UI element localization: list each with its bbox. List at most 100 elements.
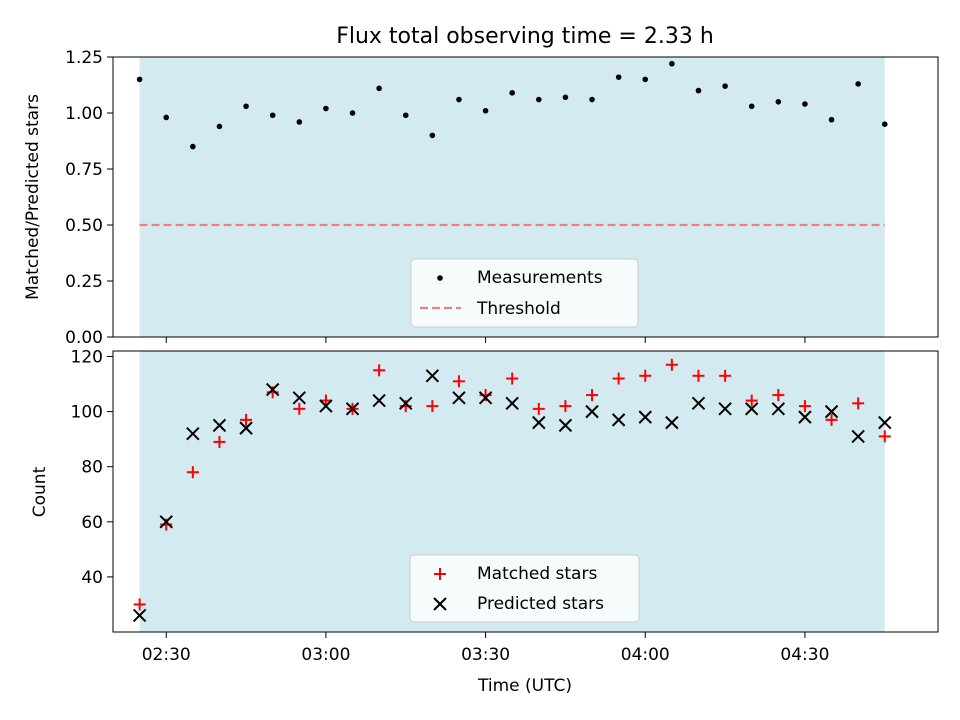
predicted-point xyxy=(638,410,652,424)
chart-title: Flux total observing time = 2.33 h xyxy=(336,24,714,49)
matched-point xyxy=(745,394,758,407)
predicted-point xyxy=(212,418,227,433)
x-axis-label: Time (UTC) xyxy=(477,676,572,696)
top-legend-box xyxy=(410,258,639,328)
legend-measurements-marker xyxy=(437,275,443,281)
predicted-point xyxy=(878,415,892,430)
matched-point xyxy=(186,466,199,479)
top-measurements-layer xyxy=(136,60,888,150)
measurement-point xyxy=(669,60,675,67)
predicted-point xyxy=(452,391,466,405)
predicted-point xyxy=(186,426,200,441)
measurement-point xyxy=(190,143,196,150)
predicted-point xyxy=(665,415,679,430)
measurement-point xyxy=(243,103,249,110)
top-y-tick-label: 1.00 xyxy=(65,104,103,124)
top-y-tick-label: 0.25 xyxy=(65,272,103,292)
matched-point xyxy=(665,358,678,371)
measurement-point xyxy=(456,96,462,103)
measurement-point xyxy=(802,101,808,107)
measurement-point xyxy=(589,96,595,103)
top-y-axis-label: Matched/Predicted stars xyxy=(23,94,43,300)
top-y-tick-label: 0.50 xyxy=(65,216,103,236)
matched-point xyxy=(825,413,838,426)
measurement-point xyxy=(269,112,276,119)
matched-point xyxy=(426,400,439,413)
bottom-predicted-layer xyxy=(132,369,892,623)
matched-point xyxy=(133,598,146,611)
bottom-y-tick-label: 100 xyxy=(71,403,103,423)
measurement-point xyxy=(536,96,542,103)
measurement-point xyxy=(615,74,622,80)
bottom-panel: 40 60 80 100 120 02:30 03:00 03:30 04:00 04:30 C… xyxy=(30,348,939,696)
measurement-point xyxy=(855,81,861,87)
legend-matched-marker xyxy=(434,568,446,580)
bottom-plot-frame xyxy=(112,350,939,633)
top-y-ticks: 0.00 0.25 0.50 0.75 1.00 1.25 xyxy=(65,48,113,348)
matched-point xyxy=(878,430,891,443)
matched-point xyxy=(452,375,465,388)
measurement-point xyxy=(722,83,728,89)
measurement-point xyxy=(216,123,223,130)
measurement-point xyxy=(376,85,382,92)
x-tick-label: 04:30 xyxy=(780,645,829,665)
matched-point xyxy=(612,372,625,385)
legend-predicted-label: Predicted stars xyxy=(477,594,604,614)
predicted-point xyxy=(718,402,732,416)
legend-threshold-label: Threshold xyxy=(476,299,561,319)
predicted-point xyxy=(585,404,599,419)
matched-point xyxy=(639,369,652,382)
matched-point xyxy=(798,400,811,413)
matched-point xyxy=(719,369,732,382)
matched-point xyxy=(373,364,386,377)
predicted-point xyxy=(505,396,519,411)
x-tick-label: 02:30 xyxy=(142,645,191,665)
measurement-point xyxy=(828,116,835,123)
bottom-legend: Matched stars Predicted stars xyxy=(409,554,640,623)
measurement-point xyxy=(163,114,170,121)
predicted-point xyxy=(399,396,413,411)
matched-point xyxy=(319,394,332,407)
measurement-point xyxy=(695,87,702,94)
matched-point xyxy=(506,372,519,385)
predicted-point xyxy=(851,429,865,444)
predicted-point xyxy=(558,418,573,433)
predicted-point xyxy=(691,396,706,411)
measurement-point xyxy=(482,107,489,114)
measurement-point xyxy=(136,76,143,83)
predicted-point xyxy=(745,402,759,416)
measurement-point xyxy=(402,112,409,119)
top-plot-frame xyxy=(112,56,939,338)
predicted-point xyxy=(345,402,360,416)
predicted-point xyxy=(824,404,839,419)
top-y-tick-label: 0.00 xyxy=(65,328,103,348)
matched-point xyxy=(586,389,599,402)
predicted-point xyxy=(265,382,280,397)
predicted-point xyxy=(611,413,626,427)
x-tick-label: 03:30 xyxy=(461,645,510,665)
bottom-y-tick-label: 40 xyxy=(81,568,103,588)
top-y-tick-label: 0.75 xyxy=(65,160,103,180)
measurement-point xyxy=(296,119,303,125)
legend-predicted-marker xyxy=(433,597,447,611)
top-panel: 0.00 0.25 0.50 0.75 1.00 1.25 Matched/Predict… xyxy=(23,48,939,348)
measurement-point xyxy=(775,99,782,105)
legend-matched-label: Matched stars xyxy=(477,564,597,584)
bottom-x-ticks: 02:30 03:00 03:30 04:00 04:30 xyxy=(142,632,829,665)
x-tick-label: 04:00 xyxy=(621,645,670,665)
measurement-point xyxy=(748,103,755,110)
measurement-point xyxy=(349,110,356,116)
measurement-point xyxy=(562,94,569,101)
predicted-point xyxy=(292,391,306,405)
x-tick-label: 03:00 xyxy=(301,645,350,665)
predicted-point xyxy=(425,369,440,383)
measurement-point xyxy=(642,76,649,83)
predicted-point xyxy=(132,608,147,623)
bottom-y-axis-label: Count xyxy=(30,466,50,517)
matched-point xyxy=(772,389,785,402)
matched-point xyxy=(240,413,253,426)
top-x-ticks xyxy=(165,337,806,343)
predicted-point xyxy=(372,393,386,408)
predicted-point xyxy=(478,391,493,405)
